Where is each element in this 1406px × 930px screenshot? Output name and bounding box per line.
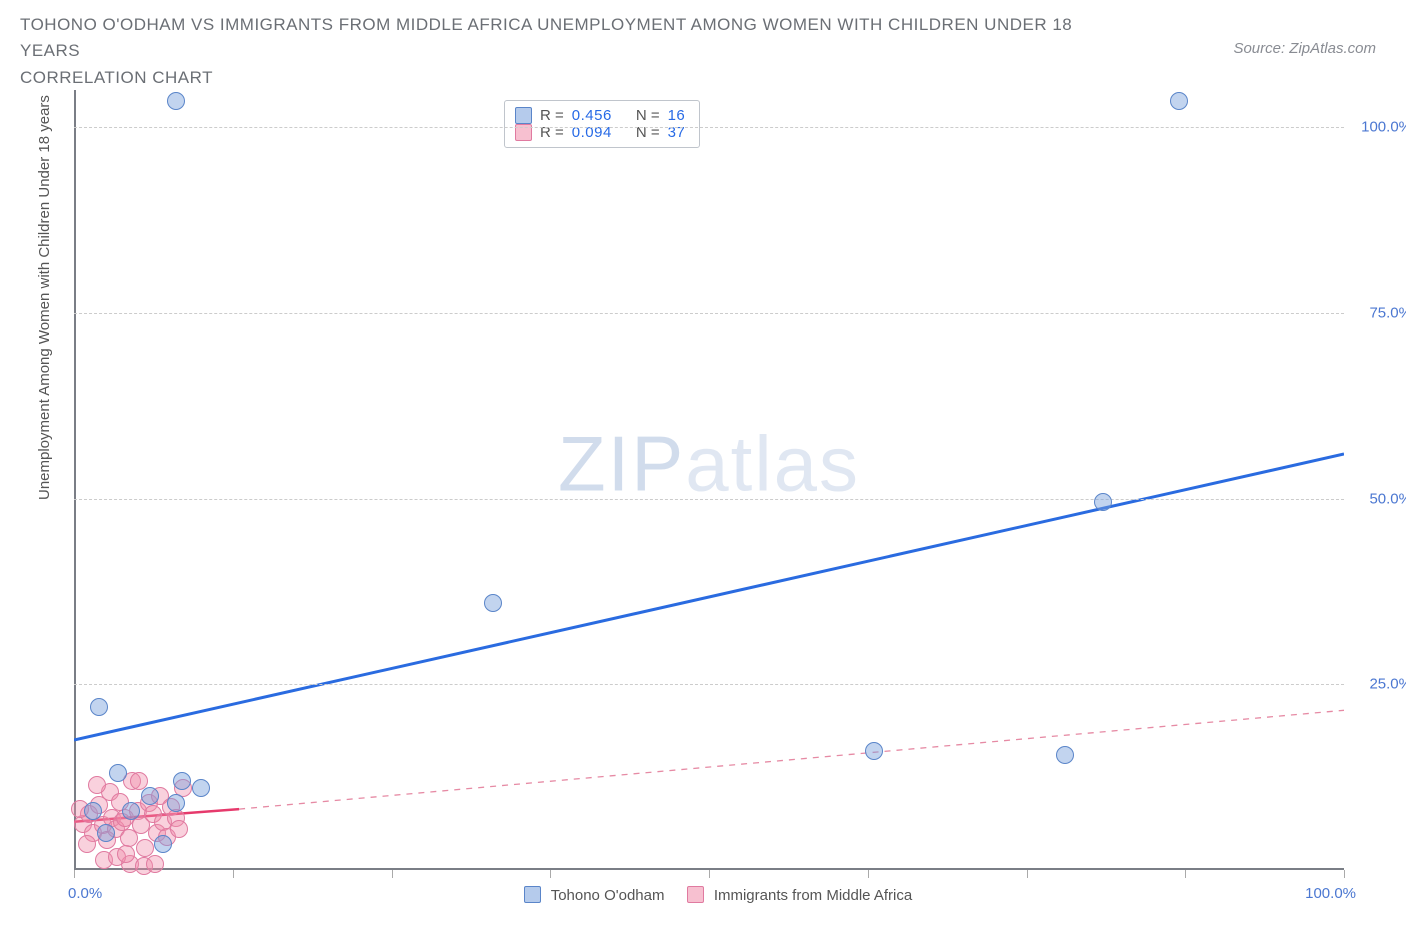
gridline [74, 499, 1344, 500]
x-tick [74, 870, 75, 878]
x-tick [1185, 870, 1186, 878]
correlation-info-box: R = 0.456 N = 16 R = 0.094 N = 37 [504, 100, 700, 148]
data-point [1056, 746, 1074, 764]
data-point [146, 855, 164, 873]
n-label-blue: N = [636, 107, 660, 124]
data-point [97, 824, 115, 842]
gridline [74, 127, 1344, 128]
gridline [74, 684, 1344, 685]
data-point [136, 839, 154, 857]
scatter-plot: ZIPatlas R = 0.456 N = 16 R = 0.094 N = … [74, 90, 1344, 870]
data-point [1094, 493, 1112, 511]
r-value-blue: 0.456 [572, 107, 612, 124]
x-tick [868, 870, 869, 878]
y-tick-label: 50.0% [1369, 490, 1406, 507]
x-tick [392, 870, 393, 878]
data-point [117, 845, 135, 863]
n-value-blue: 16 [668, 107, 686, 124]
y-axis-label: Unemployment Among Women with Children U… [36, 95, 53, 500]
data-point [484, 594, 502, 612]
data-point [88, 776, 106, 794]
data-point [154, 835, 172, 853]
data-point [192, 779, 210, 797]
data-point [170, 820, 188, 838]
data-point [141, 787, 159, 805]
gridline [74, 313, 1344, 314]
r-label-blue: R = [540, 107, 564, 124]
x-tick [550, 870, 551, 878]
data-point [865, 742, 883, 760]
data-point [78, 835, 96, 853]
x-tick [1344, 870, 1345, 878]
data-point [1170, 92, 1188, 110]
title-line-1: TOHONO O'ODHAM VS IMMIGRANTS FROM MIDDLE… [20, 12, 1120, 65]
y-tick-label: 25.0% [1369, 676, 1406, 693]
data-point [109, 764, 127, 782]
legend-swatch-blue-icon [524, 886, 541, 903]
source-attribution: Source: ZipAtlas.com [1233, 40, 1376, 57]
plot-svg [74, 90, 1344, 870]
trend-line [74, 454, 1344, 740]
data-point [167, 92, 185, 110]
legend-label-blue: Tohono O'odham [551, 887, 665, 904]
y-tick-label: 75.0% [1369, 304, 1406, 321]
data-point [84, 802, 102, 820]
data-point [173, 772, 191, 790]
bottom-legend: Tohono O'odham Immigrants from Middle Af… [74, 886, 1344, 904]
legend-label-pink: Immigrants from Middle Africa [714, 887, 912, 904]
legend-swatch-pink-icon [687, 886, 704, 903]
trend-line [239, 710, 1344, 809]
plot-container: Unemployment Among Women with Children U… [50, 80, 1380, 910]
info-row-blue: R = 0.456 N = 16 [515, 107, 685, 124]
data-point [90, 698, 108, 716]
data-point [167, 794, 185, 812]
swatch-blue-icon [515, 107, 532, 124]
x-tick [709, 870, 710, 878]
x-tick [1027, 870, 1028, 878]
x-tick [233, 870, 234, 878]
data-point [122, 802, 140, 820]
y-tick-label: 100.0% [1361, 119, 1406, 136]
